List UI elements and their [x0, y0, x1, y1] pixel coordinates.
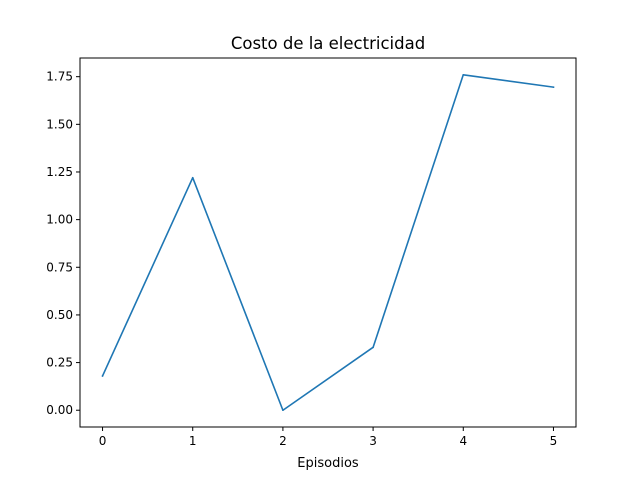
y-tick-label: 0.50	[46, 308, 73, 322]
series-line	[101, 73, 555, 412]
data-point	[372, 346, 374, 349]
data-point	[191, 176, 194, 179]
y-axis: 0.00 0.25 0.50 0.75 1.00 1.25 1.50 1.75	[46, 70, 80, 417]
x-tick-label: 1	[189, 434, 197, 448]
x-tick-label: 3	[369, 434, 377, 448]
y-tick-label: 0.25	[46, 356, 73, 370]
data-point	[101, 375, 104, 377]
chart-title: Costo de la electricidad	[231, 34, 425, 53]
y-tick-label: 1.50	[46, 117, 73, 131]
x-axis: 0 1 2 3 4 5	[99, 427, 558, 448]
data-point	[462, 73, 465, 76]
series-layer	[101, 73, 555, 412]
y-tick-label: 1.75	[46, 70, 73, 84]
y-tick-label: 0.00	[46, 403, 73, 417]
data-point	[552, 86, 555, 88]
y-tick-label: 1.00	[46, 213, 73, 227]
x-tick-label: 4	[459, 434, 467, 448]
data-point	[282, 409, 284, 412]
y-tick-label: 0.75	[46, 260, 73, 274]
x-tick-label: 2	[279, 434, 287, 448]
plot-area-frame	[79, 57, 577, 428]
x-axis-label: Episodios	[297, 456, 359, 471]
x-tick-label: 5	[550, 434, 558, 448]
y-tick-label: 1.25	[46, 165, 73, 179]
x-tick-label: 0	[99, 434, 107, 448]
